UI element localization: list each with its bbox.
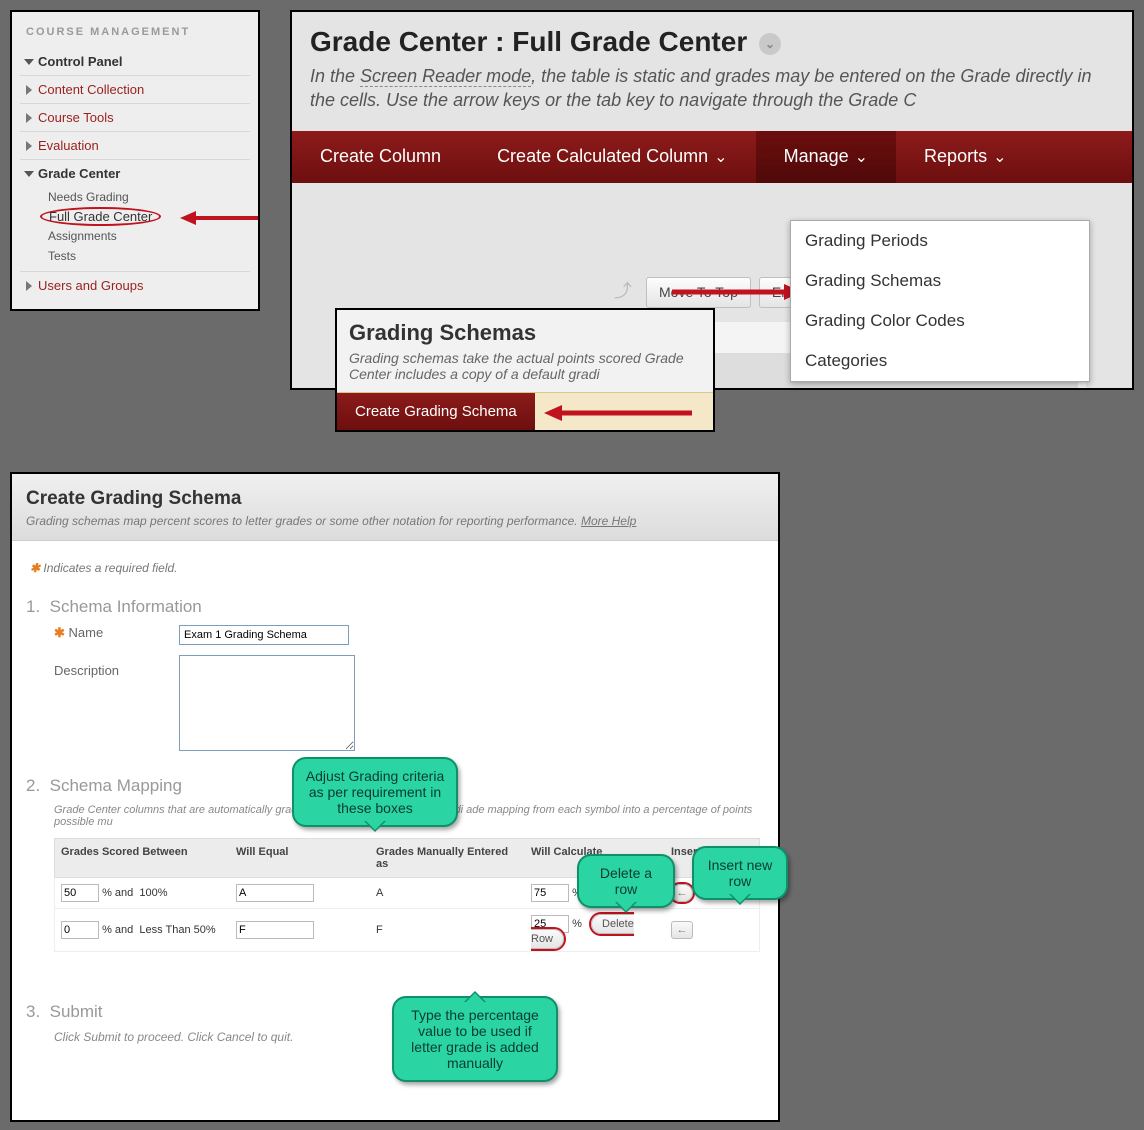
will-equal-input[interactable] bbox=[236, 884, 314, 902]
low-score-input[interactable] bbox=[61, 884, 99, 902]
control-panel-label: Control Panel bbox=[38, 54, 123, 69]
section-1-header: 1. Schema Information bbox=[26, 597, 760, 617]
sidebar-item-label: Evaluation bbox=[38, 138, 99, 153]
callout-adjust: Adjust Grading criteria as per requireme… bbox=[292, 757, 458, 827]
sidebar-item-grade-center[interactable]: Grade Center bbox=[20, 160, 250, 187]
arrow-icon bbox=[544, 403, 694, 423]
chevron-right-icon bbox=[26, 113, 32, 123]
sidebar-sub-needs-grading[interactable]: Needs Grading bbox=[20, 187, 250, 207]
insert-row-button[interactable]: ← bbox=[671, 921, 693, 939]
sidebar-header: COURSE MANAGEMENT bbox=[26, 26, 250, 38]
chevron-right-icon bbox=[26, 141, 32, 151]
context-menu-icon[interactable]: ⌄ bbox=[759, 33, 781, 55]
manage-menu: Grading Periods Grading Schemas Grading … bbox=[790, 220, 1090, 382]
page-title-text: Grade Center : Full Grade Center bbox=[310, 26, 747, 57]
create-column-button[interactable]: Create Column bbox=[292, 131, 469, 183]
chevron-down-icon: ⌄ bbox=[993, 147, 1006, 167]
name-label: ✱ Name bbox=[54, 625, 119, 641]
sidebar-sub-label: Needs Grading bbox=[48, 190, 129, 204]
callout-delete: Delete a row bbox=[577, 854, 675, 908]
chevron-down-icon bbox=[24, 59, 34, 65]
sidebar-sub-label: Tests bbox=[48, 249, 76, 263]
arrow-icon bbox=[180, 209, 260, 227]
sidebar-sub-tests[interactable]: Tests bbox=[20, 246, 250, 272]
sidebar-item-label: Users and Groups bbox=[38, 278, 144, 293]
menu-item-grading-schemas[interactable]: Grading Schemas bbox=[791, 261, 1089, 301]
page-title: Grade Center : Full Grade Center ⌄ bbox=[310, 26, 1132, 58]
schema-description-input[interactable] bbox=[179, 655, 355, 751]
manual-entered-label: A bbox=[370, 881, 525, 905]
course-mgmt-sidebar: COURSE MANAGEMENT Control Panel Content … bbox=[10, 10, 260, 311]
sidebar-item-label: Content Collection bbox=[38, 82, 144, 97]
action-bar: Create Column Create Calculated Column ⌄… bbox=[292, 131, 1132, 183]
required-note: ✱ Indicates a required field. bbox=[30, 561, 760, 575]
grading-schemas-panel: Grading Schemas Grading schemas take the… bbox=[335, 308, 715, 432]
reports-button[interactable]: Reports ⌄ bbox=[896, 131, 1034, 183]
manage-button[interactable]: Manage ⌄ bbox=[756, 131, 896, 183]
sidebar-item-users-groups[interactable]: Users and Groups bbox=[20, 272, 250, 299]
create-grading-schema-button[interactable]: Create Grading Schema bbox=[337, 393, 535, 430]
callout-type: Type the percentage value to be used if … bbox=[392, 996, 558, 1082]
sidebar-item-evaluation[interactable]: Evaluation bbox=[20, 132, 250, 160]
chevron-down-icon bbox=[24, 171, 34, 177]
create-title: Create Grading Schema bbox=[26, 488, 764, 510]
more-help-link[interactable]: More Help bbox=[581, 514, 636, 528]
sidebar-item-label: Course Tools bbox=[38, 110, 114, 125]
mapping-row: % and Less Than 50% F % Delete Row ← bbox=[54, 909, 760, 952]
create-subtitle: Grading schemas map percent scores to le… bbox=[26, 514, 764, 528]
callout-insert: Insert new row bbox=[692, 846, 788, 900]
sidebar-sub-label: Assignments bbox=[48, 229, 117, 243]
description-label: Description bbox=[54, 663, 119, 678]
chevron-right-icon bbox=[26, 281, 32, 291]
create-header: Create Grading Schema Grading schemas ma… bbox=[12, 474, 778, 541]
chevron-right-icon bbox=[26, 85, 32, 95]
arrow-icon bbox=[672, 282, 802, 302]
sidebar-sub-full-grade-center-row: Full Grade Center bbox=[20, 207, 250, 226]
reorder-icon[interactable]: ⤴ bbox=[614, 277, 632, 308]
chevron-down-icon: ⌄ bbox=[714, 147, 727, 167]
create-grading-schema-panel: Create Grading Schema Grading schemas ma… bbox=[10, 472, 780, 1122]
col-between: Grades Scored Between bbox=[55, 839, 230, 877]
manual-entered-label: F bbox=[370, 918, 525, 942]
col-will-equal: Will Equal bbox=[230, 839, 340, 877]
sidebar-sub-assignments[interactable]: Assignments bbox=[20, 226, 250, 246]
col-manual: Grades Manually Entered as bbox=[370, 839, 525, 877]
highlight-circle: Full Grade Center bbox=[40, 207, 161, 226]
sidebar-sub-label[interactable]: Full Grade Center bbox=[49, 209, 152, 224]
create-calculated-column-button[interactable]: Create Calculated Column ⌄ bbox=[469, 131, 756, 183]
menu-item-grading-color-codes[interactable]: Grading Color Codes bbox=[791, 301, 1089, 341]
sidebar-item-content-collection[interactable]: Content Collection bbox=[20, 76, 250, 104]
chevron-down-icon: ⌄ bbox=[855, 147, 868, 167]
grading-schemas-desc: Grading schemas take the actual points s… bbox=[349, 350, 701, 382]
control-panel-row[interactable]: Control Panel bbox=[20, 48, 250, 76]
will-equal-input[interactable] bbox=[236, 921, 314, 939]
grading-schemas-title: Grading Schemas bbox=[349, 320, 701, 346]
low-score-input[interactable] bbox=[61, 921, 99, 939]
sidebar-item-label: Grade Center bbox=[38, 166, 120, 181]
screen-reader-link[interactable]: Screen Reader mode bbox=[360, 66, 531, 87]
sidebar-item-course-tools[interactable]: Course Tools bbox=[20, 104, 250, 132]
intro-text: In the Screen Reader mode, the table is … bbox=[310, 64, 1114, 113]
will-calculate-input[interactable] bbox=[531, 884, 569, 902]
menu-item-categories[interactable]: Categories bbox=[791, 341, 1089, 381]
grading-schemas-bar: Create Grading Schema bbox=[337, 392, 713, 430]
menu-item-grading-periods[interactable]: Grading Periods bbox=[791, 221, 1089, 261]
schema-name-input[interactable] bbox=[179, 625, 349, 645]
